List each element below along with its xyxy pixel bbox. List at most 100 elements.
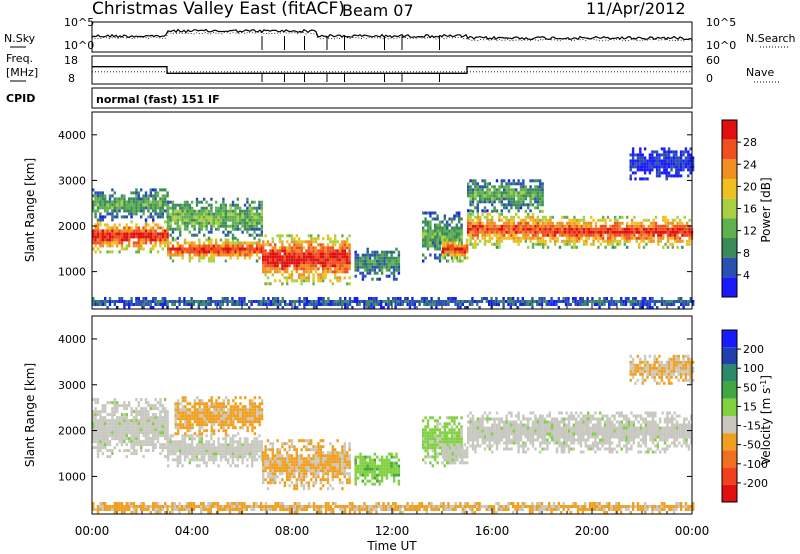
power-cell (390, 262, 393, 266)
power-cell (395, 277, 398, 281)
power-cell (305, 252, 308, 256)
power-cell (529, 209, 532, 213)
velocity-cell (171, 434, 175, 438)
power-cell (376, 265, 379, 269)
power-cell (568, 218, 571, 222)
power-cell (191, 215, 194, 219)
power-cell (312, 300, 316, 303)
velocity-cell (164, 413, 167, 417)
power-cell (579, 300, 582, 303)
power-colorbar-swatch (722, 218, 737, 238)
power-cell (198, 218, 201, 222)
power-cell (348, 252, 351, 256)
velocity-cell (116, 410, 119, 414)
power-cell (450, 217, 454, 221)
power-cell (329, 303, 332, 306)
power-cell (382, 306, 385, 309)
power-cell (437, 297, 440, 300)
power-cell (169, 221, 172, 225)
power-cell (394, 306, 397, 309)
power-cell (575, 227, 578, 231)
power-cell (166, 306, 169, 309)
power-cell (582, 233, 586, 237)
power-cell (164, 300, 167, 303)
power-cell (302, 246, 306, 250)
power-cell (442, 303, 445, 306)
power-cell (108, 238, 112, 242)
power-cell (507, 200, 511, 204)
velocity-cell (94, 407, 97, 411)
velocity-cell (120, 404, 124, 408)
power-cell (455, 223, 458, 227)
power-cell (650, 224, 653, 228)
power-cell (171, 200, 175, 204)
power-cell (538, 303, 541, 306)
power-cell (566, 233, 569, 237)
power-cell (507, 227, 511, 231)
power-cell (320, 300, 323, 303)
power-cell (319, 243, 322, 247)
velocity-cell (171, 446, 175, 450)
power-cell (436, 232, 439, 236)
velocity-cell (234, 396, 237, 400)
velocity-cell (246, 464, 249, 468)
power-cell (154, 244, 157, 248)
power-cell (229, 256, 232, 260)
power-cell (517, 242, 520, 246)
power-cell (536, 236, 539, 240)
power-cell (329, 300, 332, 303)
power-cell (438, 226, 442, 230)
power-cell (544, 221, 547, 225)
power-cell (183, 212, 187, 216)
power-cell (636, 162, 640, 166)
power-cell (179, 230, 182, 234)
power-cell (258, 256, 261, 260)
power-cell (451, 241, 454, 245)
power-cell (546, 233, 550, 237)
power-cell (239, 218, 242, 222)
power-cell (449, 297, 452, 300)
power-cell (248, 244, 251, 248)
power-cell (116, 206, 119, 210)
noise-right-tick-bottom: 10^0 (706, 39, 736, 52)
power-cell (305, 249, 308, 253)
power-cell (507, 224, 511, 228)
power-colorbar-tick-label: 4 (743, 269, 750, 282)
power-cell (96, 200, 100, 204)
power-cell (94, 197, 97, 201)
power-cell (181, 253, 184, 257)
velocity-cell (101, 443, 104, 447)
power-cell (324, 303, 328, 306)
power-cell (174, 206, 177, 210)
velocity-cell (198, 452, 201, 456)
power-cell (666, 224, 670, 228)
velocity-cell (188, 461, 191, 465)
power-cell (130, 229, 133, 233)
power-cell (239, 209, 242, 213)
power-cell (164, 229, 167, 233)
power-cell (116, 215, 119, 219)
velocity-cell (288, 472, 291, 476)
power-cell (651, 297, 654, 300)
power-cell (219, 247, 223, 251)
power-cell (515, 200, 518, 204)
power-cell (205, 227, 208, 231)
velocity-cell (200, 402, 204, 406)
power-cell (606, 215, 610, 219)
power-cell (171, 218, 175, 222)
power-cell (645, 233, 648, 237)
velocity-cell (92, 416, 95, 420)
power-cell (434, 232, 437, 236)
power-cell (467, 209, 470, 213)
velocity-cell (135, 419, 138, 423)
power-cell (380, 253, 384, 257)
power-cell (338, 258, 342, 262)
power-cell (332, 300, 335, 303)
power-cell (651, 156, 654, 160)
power-cell (526, 300, 529, 303)
velocity-cell (142, 434, 145, 438)
power-cell (413, 306, 416, 309)
power-cell (205, 212, 208, 216)
power-cell (486, 221, 489, 225)
velocity-cell (94, 446, 97, 450)
